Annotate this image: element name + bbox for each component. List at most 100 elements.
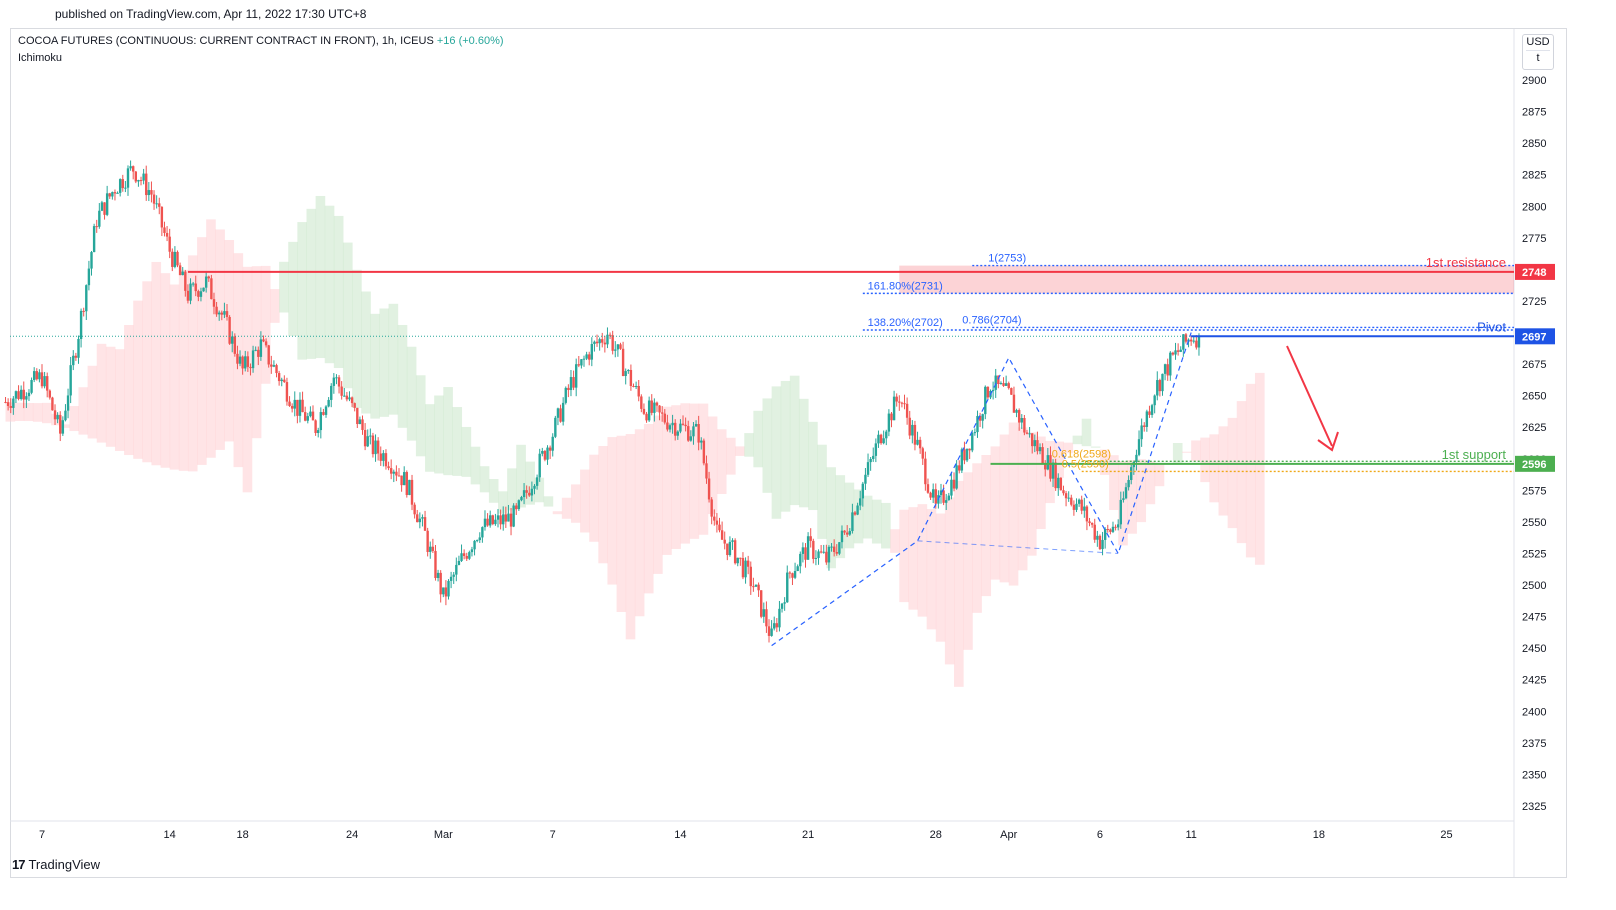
cloud-segment bbox=[744, 433, 754, 457]
chart-pane[interactable] bbox=[10, 28, 1567, 878]
fib-label: 0.618(2598) bbox=[1052, 448, 1111, 460]
cloud-segment bbox=[479, 466, 490, 493]
candle-body bbox=[793, 571, 797, 578]
candle-body bbox=[801, 547, 805, 554]
support-price-badge-label: 2596 bbox=[1522, 459, 1546, 471]
fib-label: 138.20%(2702) bbox=[868, 317, 943, 329]
y-tick-label: 2800 bbox=[1522, 201, 1546, 213]
tradingview-logo[interactable]: 17 TradingView bbox=[12, 857, 100, 872]
candle-body bbox=[481, 527, 484, 538]
candle-body bbox=[277, 373, 281, 382]
candle-body bbox=[499, 515, 502, 525]
candle-body bbox=[296, 399, 299, 416]
candle-body bbox=[1088, 521, 1091, 524]
candle-body bbox=[400, 475, 403, 486]
candle-body bbox=[397, 475, 401, 477]
cloud-segment bbox=[1154, 464, 1165, 487]
candle-body bbox=[309, 411, 312, 417]
candle-body bbox=[999, 383, 1003, 385]
cloud-segment bbox=[124, 325, 134, 456]
candle-body bbox=[374, 440, 377, 455]
candle-body bbox=[773, 623, 776, 629]
candle-body bbox=[515, 505, 518, 510]
candle-body bbox=[861, 483, 865, 499]
candle-body bbox=[118, 179, 122, 193]
candle-body bbox=[197, 291, 200, 297]
candle-body bbox=[1101, 539, 1104, 550]
candle-body bbox=[462, 553, 466, 556]
candle-body bbox=[51, 397, 54, 411]
candle-body bbox=[879, 434, 883, 444]
y-tick-label: 2650 bbox=[1522, 391, 1546, 403]
candle-body bbox=[731, 540, 734, 542]
candle-body bbox=[322, 412, 325, 415]
candle-body bbox=[1062, 490, 1065, 494]
cloud-segment bbox=[1245, 383, 1256, 558]
candle-body bbox=[155, 203, 158, 205]
candle-body bbox=[525, 490, 528, 493]
cloud-segment bbox=[990, 446, 1001, 580]
candle-body bbox=[79, 310, 83, 339]
candle-body bbox=[244, 356, 247, 369]
candle-body bbox=[621, 348, 625, 377]
level-label: Pivot bbox=[1477, 319, 1506, 334]
candle-body bbox=[204, 276, 208, 288]
candle-body bbox=[554, 417, 557, 437]
candle-body bbox=[903, 403, 906, 405]
y-tick-label: 2475 bbox=[1522, 612, 1546, 624]
cloud-segment bbox=[151, 261, 162, 466]
currency-selector[interactable]: USD t bbox=[1522, 34, 1554, 70]
cloud-segment bbox=[142, 281, 152, 463]
candle-body bbox=[931, 489, 935, 498]
candle-body bbox=[900, 402, 904, 404]
candle-body bbox=[804, 547, 807, 560]
candle-body bbox=[960, 449, 964, 471]
candle-body bbox=[574, 364, 578, 388]
candle-body bbox=[585, 354, 588, 359]
candle-body bbox=[1067, 497, 1070, 499]
candle-body bbox=[311, 411, 315, 421]
symbol-title[interactable]: COCOA FUTURES (CONTINUOUS: CURRENT CONTR… bbox=[18, 35, 434, 47]
cloud-segment bbox=[1127, 460, 1137, 534]
candle-body bbox=[666, 422, 669, 430]
candle-body bbox=[832, 546, 836, 553]
candle-body bbox=[733, 540, 737, 564]
candle-body bbox=[267, 345, 270, 365]
candle-body bbox=[1077, 499, 1081, 504]
x-tick-label: 24 bbox=[346, 829, 358, 841]
candle-body bbox=[911, 424, 914, 436]
candle-body bbox=[207, 276, 210, 279]
x-tick-label: 14 bbox=[674, 829, 686, 841]
symbol-legend[interactable]: COCOA FUTURES (CONTINUOUS: CURRENT CONTR… bbox=[18, 35, 504, 47]
y-tick-label: 2575 bbox=[1522, 485, 1546, 497]
zigzag-pattern-base bbox=[917, 540, 1119, 554]
cloud-segment bbox=[452, 407, 463, 476]
candle-body bbox=[640, 396, 643, 409]
candle-body bbox=[59, 415, 62, 434]
currency-code: USD bbox=[1526, 36, 1550, 48]
candle-body bbox=[512, 505, 515, 527]
indicator-legend[interactable]: Ichimoku bbox=[18, 52, 63, 64]
candle-body bbox=[327, 399, 330, 407]
candle-body bbox=[403, 472, 406, 486]
candle-body bbox=[921, 448, 924, 459]
x-tick-label: 25 bbox=[1440, 829, 1452, 841]
cloud-segment bbox=[425, 404, 435, 472]
candle-body bbox=[66, 395, 70, 411]
cloud-segment bbox=[461, 426, 472, 477]
candle-body bbox=[1036, 440, 1039, 452]
candle-body bbox=[908, 417, 911, 436]
cloud-segment bbox=[963, 472, 973, 650]
candle-body bbox=[217, 312, 221, 315]
candle-body bbox=[387, 466, 390, 469]
y-tick-label: 2375 bbox=[1522, 738, 1546, 750]
candle-body bbox=[840, 530, 844, 543]
candle-body bbox=[1057, 477, 1060, 489]
candle-body bbox=[246, 356, 250, 367]
candle-body bbox=[439, 572, 442, 595]
y-tick-label: 2450 bbox=[1522, 643, 1546, 655]
fib-label: 0.5(2590) bbox=[1062, 458, 1109, 470]
cloud-segment bbox=[251, 266, 262, 439]
resistance-zone bbox=[899, 265, 1514, 294]
